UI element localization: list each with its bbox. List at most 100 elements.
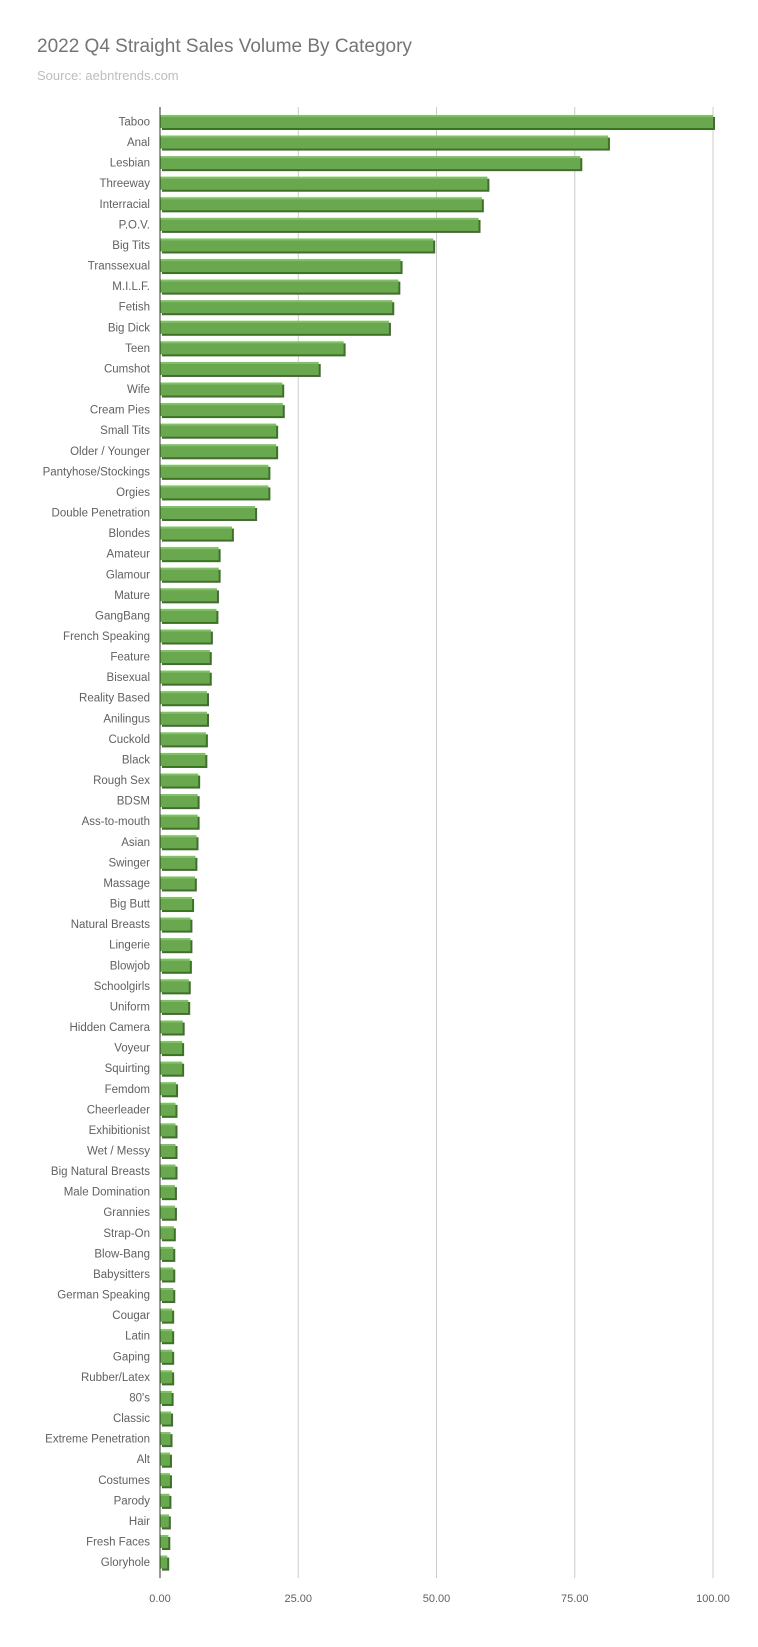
category-label: Uniform [110,1001,150,1013]
bar [160,958,190,972]
bar-highlight [160,176,488,179]
category-label: Lesbian [110,158,150,170]
bar-highlight [160,1185,175,1188]
category-label: Male Domination [64,1187,150,1199]
bar [160,1267,174,1281]
bar-highlight [160,320,389,323]
bar-highlight [160,341,344,344]
bar [160,1020,183,1034]
category-label: Wet / Messy [87,1146,150,1158]
category-label: Amateur [107,549,151,561]
bar [160,711,208,725]
category-label: Teen [125,343,150,355]
bar [160,1164,176,1178]
category-label: Natural Breasts [71,919,151,931]
bar [160,259,401,273]
category-label: Mature [114,590,150,602]
bar-highlight [160,485,269,488]
category-label: M.I.L.F. [112,281,150,293]
category-label: GangBang [95,610,150,622]
bar-highlight [160,1164,176,1167]
bar-highlight [160,1329,173,1332]
bar-highlight [160,1226,174,1229]
category-label: Bisexual [107,672,150,684]
bar [160,115,713,128]
x-tick-label: 75.00 [561,1593,589,1605]
bar [160,506,256,520]
bar [160,814,198,828]
bar-highlight [160,361,319,364]
category-label: Anilingus [103,713,150,725]
category-label: Blondes [108,528,150,540]
bar-highlight [160,1308,173,1311]
bar-highlight [160,876,195,879]
category-label: Rubber/Latex [81,1372,150,1384]
bar [160,279,399,293]
bar [160,526,232,540]
bar-highlight [160,773,199,776]
bar [160,1308,173,1322]
category-label: Fresh Faces [86,1537,150,1549]
bar-highlight [160,670,210,673]
category-label: Blowjob [110,960,150,972]
bar [160,608,217,622]
bar [160,897,193,911]
category-label: 80's [129,1392,150,1404]
category-label: Cuckold [108,734,150,746]
bar [160,464,269,478]
category-label: Voyeur [114,1043,150,1055]
bar [160,979,189,993]
bar-highlight [160,958,190,961]
category-label: Taboo [119,117,150,129]
category-label: Exhibitionist [89,1125,151,1137]
bar-highlight [160,259,401,262]
bar [160,1370,173,1384]
category-label: Cheerleader [87,1104,150,1116]
bar [160,1288,174,1302]
category-label: Wife [127,384,150,396]
bar-highlight [160,1535,169,1538]
bar [160,1390,172,1404]
bar [160,794,198,808]
category-label: Cougar [112,1310,150,1322]
bar-highlight [160,1020,183,1023]
category-label: P.O.V. [119,219,150,231]
bar [160,1473,170,1487]
x-tick-label: 50.00 [423,1593,451,1605]
bar [160,752,206,766]
bar [160,773,199,787]
bar-highlight [160,1288,174,1291]
bar [160,1452,170,1466]
bar-highlight [160,999,189,1002]
bar-highlight [160,608,217,611]
bar [160,382,283,396]
bar-highlight [160,917,191,920]
bar-highlight [160,855,196,858]
bar [160,1349,173,1363]
category-label: Squirting [105,1063,150,1075]
bar [160,629,211,643]
category-label: Reality Based [79,693,150,705]
bar-highlight [160,1514,169,1517]
bar [160,567,219,581]
bar [160,650,210,664]
bar-highlight [160,279,399,282]
bars [160,115,715,1571]
category-label: Gloryhole [101,1557,150,1569]
bar-highlight [160,1082,177,1085]
category-label: Transsexual [88,261,150,273]
bar-highlight [160,1452,170,1455]
bar-highlight [160,238,434,241]
bar [160,156,581,170]
bar [160,444,277,458]
bar [160,1185,175,1199]
bar [160,670,210,684]
category-label: Cumshot [104,363,151,375]
x-tick-label: 0.00 [149,1593,170,1605]
category-label: Pantyhose/Stockings [43,466,151,478]
bar-highlight [160,115,713,117]
category-label: Alt [137,1454,151,1466]
category-label: Femdom [105,1084,150,1096]
category-label: Rough Sex [93,775,150,787]
bar [160,135,608,149]
